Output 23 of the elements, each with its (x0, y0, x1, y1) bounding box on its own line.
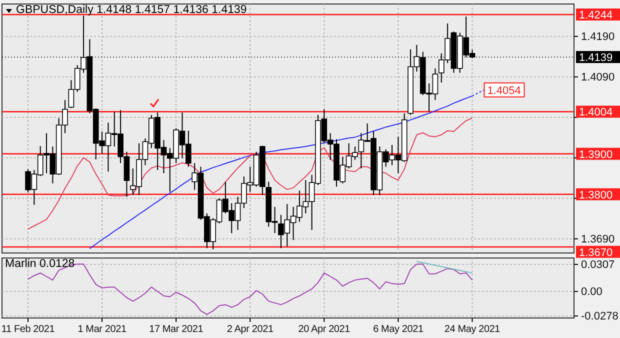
x-tick-label: 1 Mar 2021 (78, 324, 127, 336)
ref-line-label: 1.3670 (579, 246, 613, 259)
y-tick-label: -0.0278 (581, 310, 618, 322)
ref-line-label: 1.3800 (579, 189, 613, 202)
x-tick-label: 2 Apr 2021 (226, 324, 274, 336)
ref-line-label: 1.3900 (579, 148, 613, 161)
ref-line-label: 1.4004 (579, 106, 613, 119)
line-series (28, 118, 473, 230)
y-tick-label: 0.0307 (581, 258, 615, 271)
y-tick-label: 0.00 (581, 286, 602, 298)
ref-line-label: 1.4244 (579, 10, 613, 22)
x-tick-label: 6 May 2021 (373, 324, 424, 336)
x-tick-label: 11 Feb 2021 (1, 324, 56, 336)
y-tick-label: 1.4090 (581, 71, 615, 84)
x-tick-label: 20 Apr 2021 (298, 324, 351, 336)
text: 1.4054 (487, 84, 521, 97)
y-tick-label: 1.4190 (581, 30, 615, 43)
chart-title: Marlin 0.0128 (5, 258, 75, 270)
y-tick-label: 1.3690 (581, 233, 615, 246)
x-tick-label: 24 May 2021 (444, 324, 501, 336)
ref-line-label: 1.4139 (579, 52, 613, 64)
chart-title: GBPUSD,Daily 1.4148 1.4157 1.4136 1.4139 (16, 4, 247, 16)
x-tick-label: 17 Mar 2021 (149, 324, 204, 336)
